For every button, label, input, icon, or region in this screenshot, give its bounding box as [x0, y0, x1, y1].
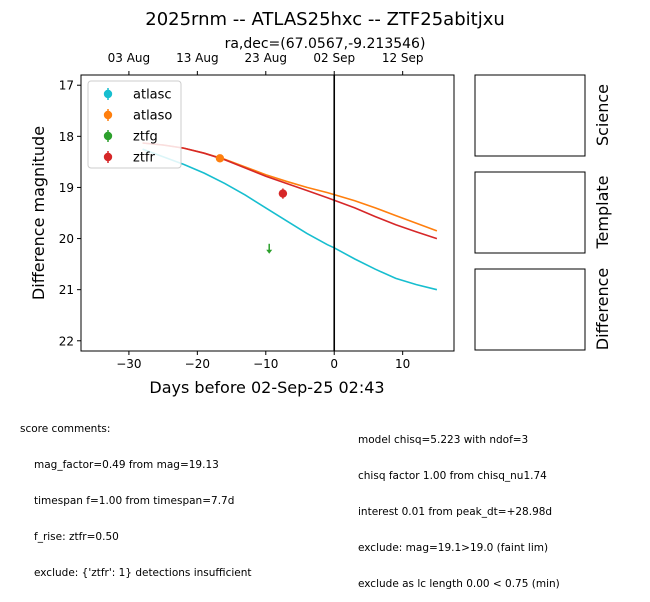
top-tick-label: 13 Aug	[176, 51, 219, 65]
panel-difference	[474, 268, 586, 351]
image-panels: Science Template Difference	[474, 74, 612, 351]
y-tick-label: 22	[59, 334, 74, 348]
upper-limit-arrowhead-ztfg	[266, 249, 273, 254]
x-tick-label: −20	[185, 357, 210, 371]
score-comment-line: timespan f=1.00 from timespan=7.7d	[34, 495, 235, 507]
legend-label-ztfg: ztfg	[133, 130, 158, 145]
legend-marker-ztfg	[103, 131, 113, 141]
panel-science	[474, 74, 586, 157]
panel-template	[474, 171, 586, 254]
chart-title: 2025rnm -- ATLAS25hxc -- ZTF25abitjxu	[145, 9, 505, 30]
legend-label-atlasc: atlasc	[133, 88, 172, 103]
score-comment-line: exclude: {'ztfr': 1} detections insuffic…	[34, 567, 252, 579]
x-tick-label: −30	[116, 357, 141, 371]
legend-label-ztfr: ztfr	[133, 151, 155, 166]
chart-subtitle: ra,dec=(67.0567,-9.213546)	[225, 36, 426, 52]
model-curve-atlaso	[142, 142, 438, 232]
x-axis-label: Days before 02-Sep-25 02:43	[149, 378, 384, 397]
legend-box	[87, 80, 182, 169]
plot-frame	[80, 74, 455, 352]
model-comment-line: model chisq=5.223 with ndof=3	[358, 434, 529, 446]
data-point-ztfr	[278, 189, 288, 198]
y-tick-label: 20	[59, 232, 74, 246]
y-tick-label: 17	[59, 79, 74, 93]
legend-marker-ztfr	[103, 152, 113, 162]
top-tick-label: 12 Sep	[382, 51, 424, 65]
model-comment-line: exclude: mag=19.1>19.0 (faint lim)	[358, 542, 549, 554]
panel-label-difference: Difference	[593, 268, 612, 350]
score-comment-line: mag_factor=0.49 from mag=19.13	[34, 459, 219, 471]
x-tick-label: −10	[253, 357, 278, 371]
plot-area: −30 −20 −10 0 10 03 Aug 13 Aug 23 Aug 02 Sep 12 S…	[59, 51, 455, 371]
data-point-atlaso	[215, 154, 225, 163]
legend-marker-atlaso	[103, 110, 113, 120]
score-comments-header: score comments:	[20, 423, 111, 435]
y-tick-label: 21	[59, 283, 74, 297]
score-comment-line: f_rise: ztfr=0.50	[34, 531, 119, 543]
model-comments: model chisq=5.223 with ndof=3 chisq fact…	[358, 410, 560, 602]
top-tick-label: 03 Aug	[108, 51, 151, 65]
y-axis-label: Difference magnitude	[29, 126, 48, 300]
x-tick-label: 0	[330, 357, 338, 371]
top-tick-label: 02 Sep	[313, 51, 355, 65]
y-tick-label: 19	[59, 181, 74, 195]
legend-label-atlaso: atlaso	[133, 109, 172, 124]
model-curve-atlasc	[142, 148, 438, 291]
x-tick-label: 10	[395, 357, 410, 371]
model-comment-line: chisq factor 1.00 from chisq_nu1.74	[358, 470, 547, 482]
legend: atlasc atlaso ztfg ztfr	[87, 80, 182, 169]
model-curve-ztfr	[142, 142, 438, 240]
panel-label-template: Template	[593, 175, 612, 249]
light-curve-figure: 2025rnm -- ATLAS25hxc -- ZTF25abitjxu ra…	[29, 9, 612, 397]
model-comment-line: exclude as lc length 0.00 < 0.75 (min)	[358, 578, 560, 590]
y-tick-label: 18	[59, 130, 74, 144]
model-comment-line: interest 0.01 from peak_dt=+28.98d	[358, 506, 553, 518]
legend-marker-atlasc	[103, 89, 113, 99]
panel-label-science: Science	[593, 84, 612, 146]
score-comments: score comments: mag_factor=0.49 from mag…	[20, 399, 252, 591]
top-tick-label: 23 Aug	[245, 51, 288, 65]
